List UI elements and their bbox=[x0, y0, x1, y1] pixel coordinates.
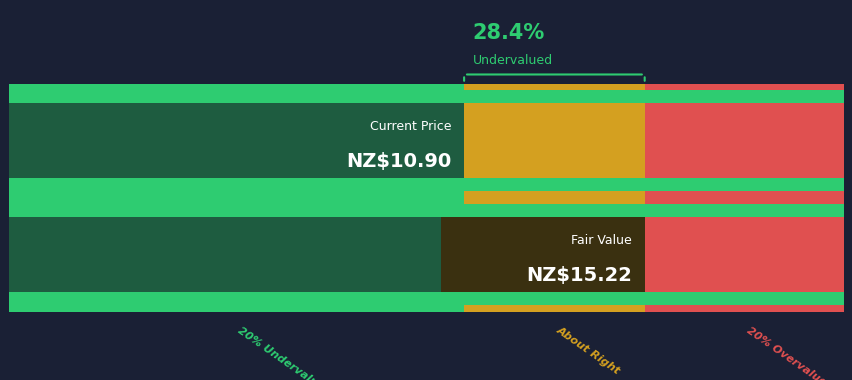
Bar bbox=[9, 103, 463, 178]
Bar bbox=[9, 84, 463, 312]
Text: NZ$15.22: NZ$15.22 bbox=[526, 266, 631, 285]
Bar bbox=[644, 84, 843, 312]
Bar bbox=[9, 217, 644, 292]
Bar bbox=[440, 217, 644, 292]
Bar bbox=[9, 178, 843, 191]
Text: About Right: About Right bbox=[554, 325, 621, 377]
Text: 20% Undervalued: 20% Undervalued bbox=[236, 325, 332, 380]
Bar bbox=[463, 84, 644, 312]
Text: Fair Value: Fair Value bbox=[571, 234, 631, 247]
Text: 28.4%: 28.4% bbox=[472, 24, 544, 43]
Text: 20% Overvalued: 20% Overvalued bbox=[744, 325, 833, 380]
Text: NZ$10.90: NZ$10.90 bbox=[346, 152, 451, 171]
Bar bbox=[9, 90, 843, 103]
Text: Undervalued: Undervalued bbox=[472, 54, 552, 67]
Bar bbox=[9, 292, 843, 305]
Text: Current Price: Current Price bbox=[370, 120, 451, 133]
Bar bbox=[9, 204, 843, 217]
